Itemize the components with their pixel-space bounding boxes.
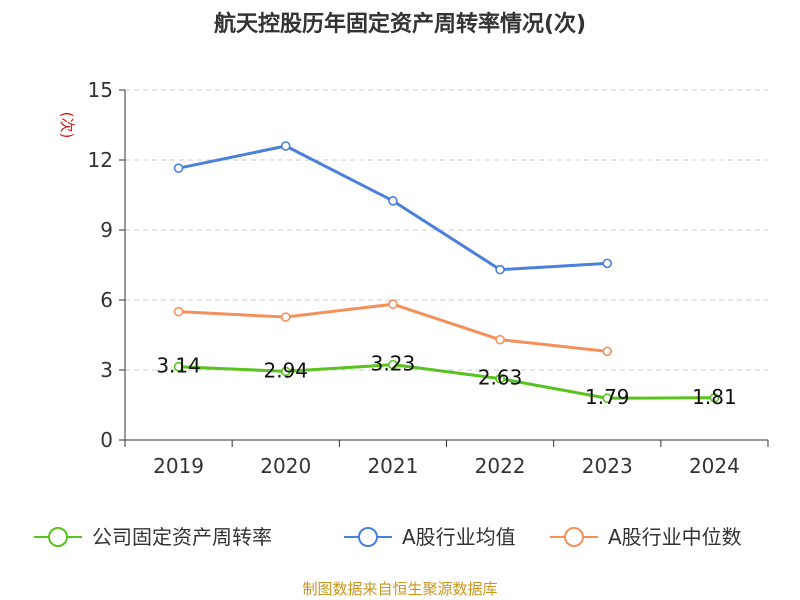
y-tick-label: 3	[100, 358, 113, 382]
x-tick-label: 2023	[582, 454, 633, 478]
grid-lines	[125, 89, 768, 371]
data-point	[280, 141, 291, 151]
series-line	[178, 144, 608, 272]
data-point	[495, 334, 505, 345]
data-point	[173, 361, 184, 372]
legend-item-2: A股行业中位数	[550, 525, 742, 549]
y-tick-label: 6	[100, 288, 113, 312]
data-point	[173, 163, 184, 173]
series-2	[173, 299, 613, 357]
data-point	[495, 264, 505, 275]
data-label: 3.23	[371, 352, 416, 376]
x-tick-label: 2019	[153, 454, 204, 478]
data-labels: 3.14 2.94 3.23 2.63 1.79 1.81	[156, 352, 736, 410]
x-tick-label: 2022	[475, 454, 526, 478]
series-lines	[173, 141, 720, 404]
y-tick-label: 9	[100, 218, 113, 242]
y-axis-label: (次)	[58, 112, 76, 139]
chart-title: 航天控股历年固定资产周转率情况(次)	[213, 12, 587, 37]
data-point	[280, 366, 291, 377]
data-label: 1.79	[585, 385, 630, 409]
y-tick-label: 0	[100, 428, 113, 452]
legend-marker	[48, 527, 68, 547]
data-label: 2.63	[478, 366, 523, 390]
data-label: 3.14	[156, 354, 201, 378]
legend-label: A股行业均值	[402, 525, 516, 549]
data-point	[280, 312, 291, 322]
data-point	[388, 196, 398, 206]
data-label: 1.81	[692, 385, 737, 409]
x-tick-label: 2020	[260, 454, 311, 478]
axes: 0 3 6 9 12 15 2019 2020 2021 2022 2023 2024	[88, 78, 769, 478]
y-tick-label: 15	[88, 78, 113, 102]
legend: 公司固定资产周转率 A股行业均值 A股行业中位数	[34, 525, 742, 549]
legend-item-0: 公司固定资产周转率	[34, 525, 272, 549]
data-point	[495, 373, 505, 384]
legend-label: 公司固定资产周转率	[92, 525, 272, 549]
data-point	[602, 346, 613, 357]
x-tick-label: 2024	[689, 454, 740, 478]
legend-label: A股行业中位数	[608, 525, 742, 549]
series-line	[178, 302, 608, 353]
data-point	[709, 392, 720, 403]
data-label: 2.94	[263, 358, 308, 382]
x-tick-label: 2021	[367, 454, 418, 478]
data-point	[388, 299, 398, 310]
legend-marker	[564, 527, 584, 547]
data-point	[173, 306, 184, 317]
data-point	[388, 359, 398, 370]
data-point	[602, 258, 613, 269]
series-line	[178, 363, 715, 400]
series-0	[173, 359, 720, 404]
legend-marker	[358, 527, 378, 547]
data-point	[602, 393, 613, 404]
legend-item-1: A股行业均值	[344, 525, 516, 549]
y-tick-label: 12	[88, 148, 113, 172]
source-caption: 制图数据来自恒生聚源数据库	[302, 580, 498, 598]
series-1	[173, 141, 613, 275]
